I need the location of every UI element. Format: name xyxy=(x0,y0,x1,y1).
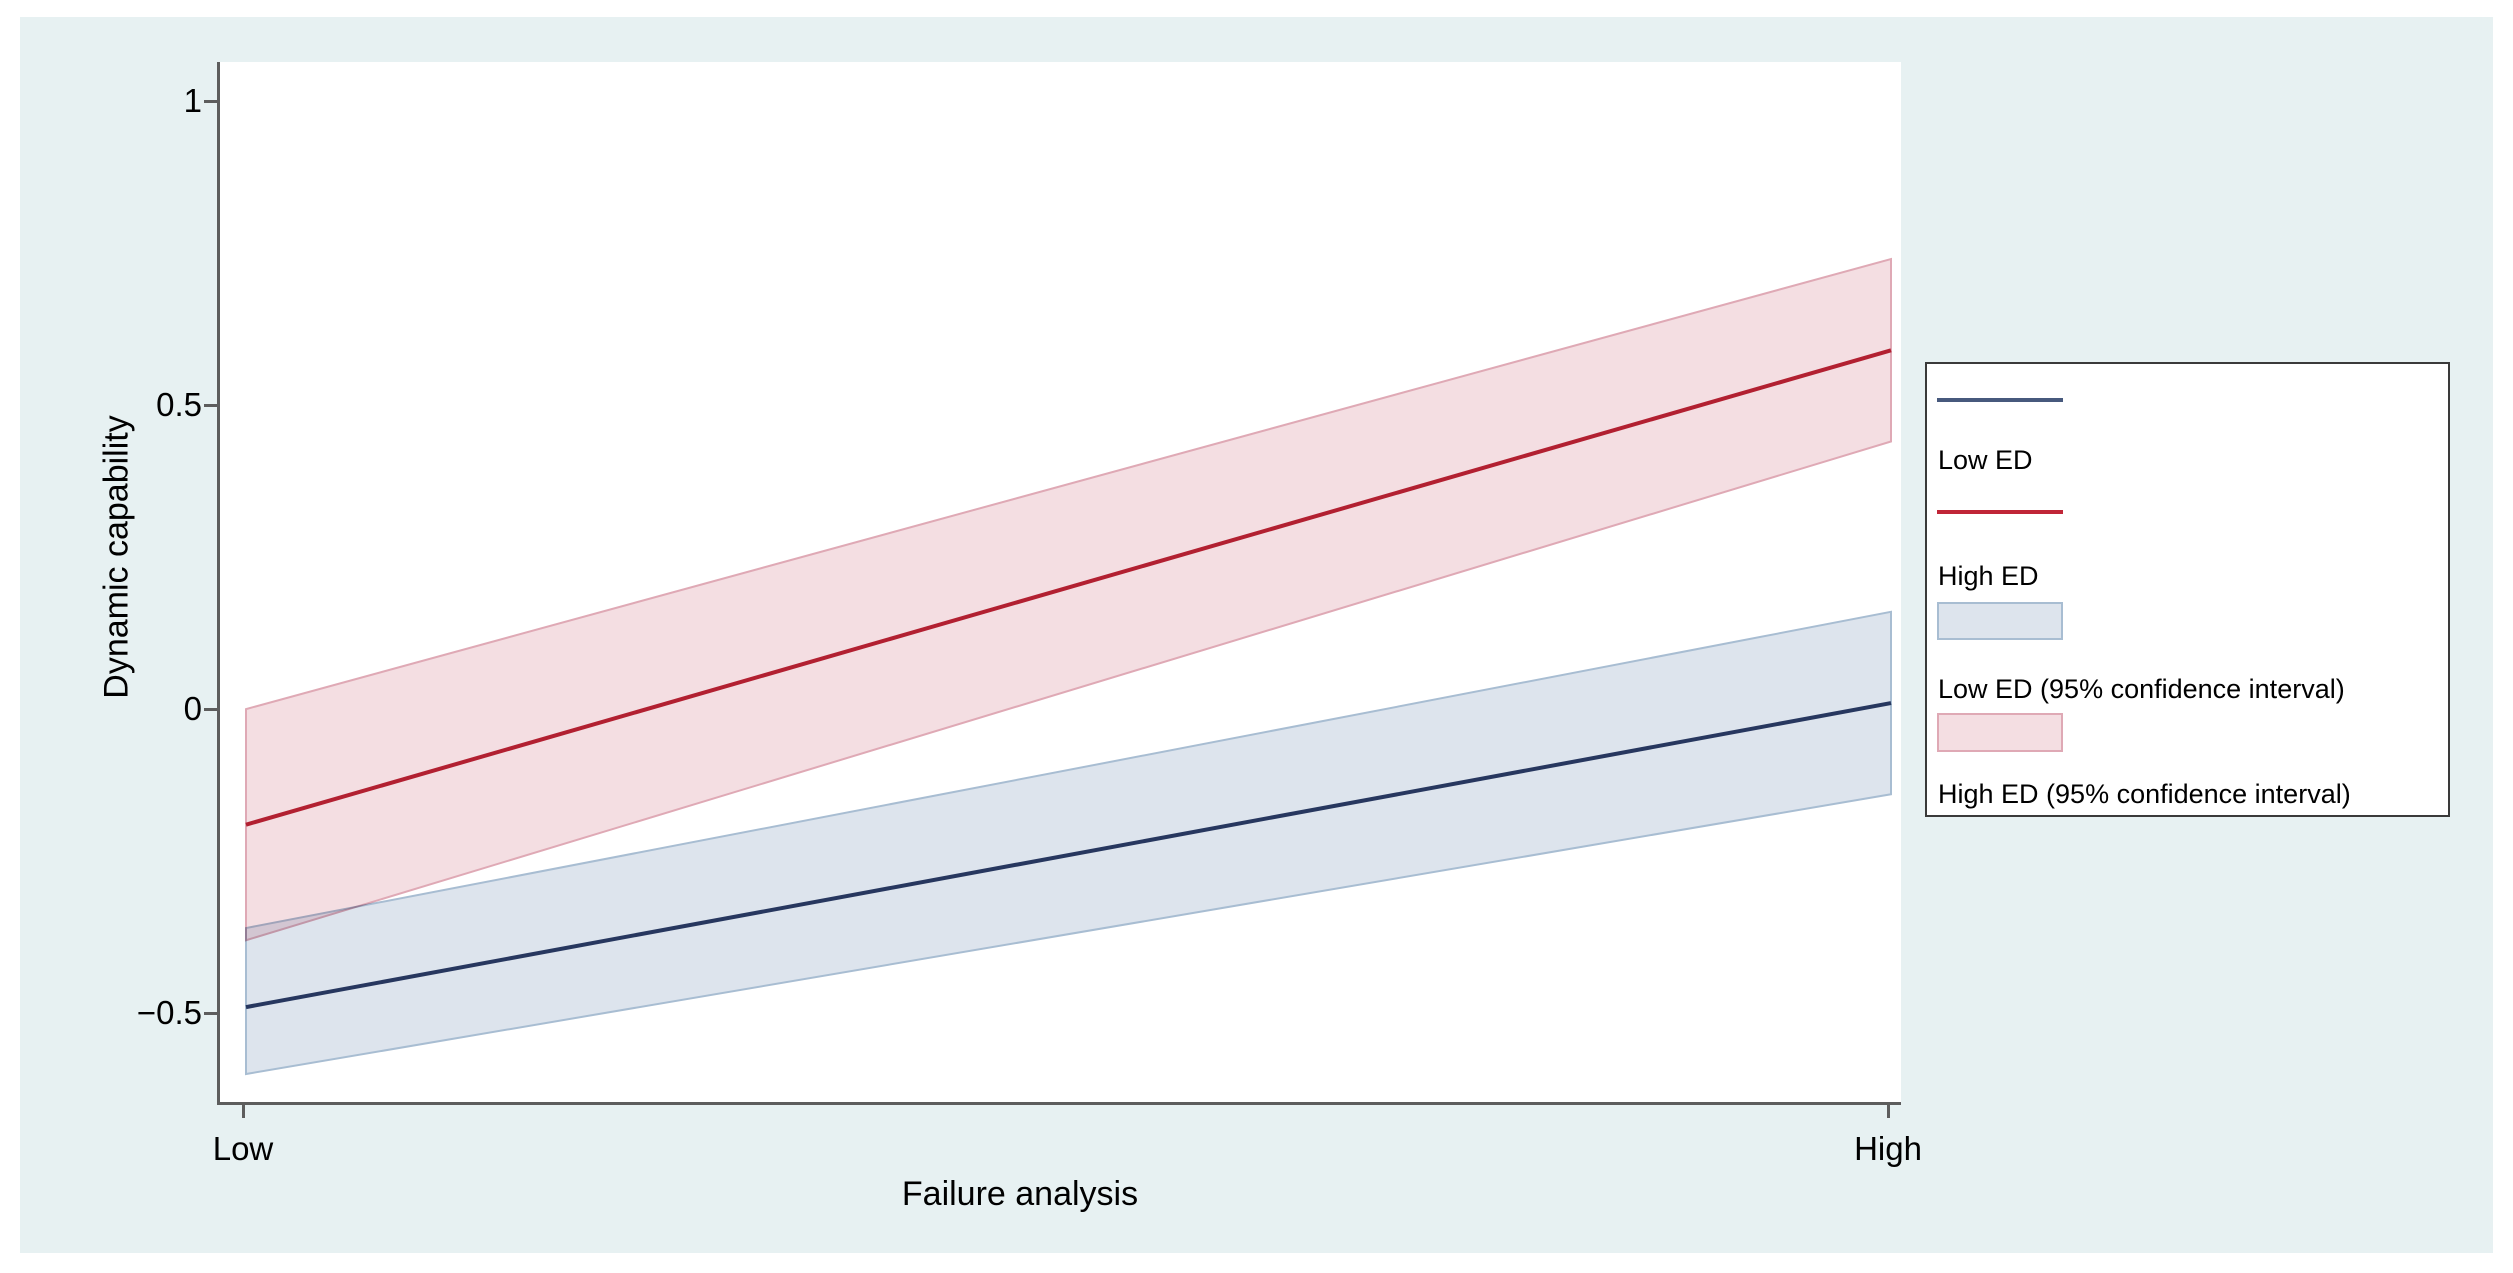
x-axis-tick xyxy=(1887,1105,1890,1118)
y-tick-label: 0.5 xyxy=(156,386,202,424)
x-tick-label: Low xyxy=(212,1130,274,1167)
legend-label-low-ed-ci: Low ED (95% confidence interval) xyxy=(1938,674,2345,704)
plot-svg xyxy=(245,257,1892,1076)
legend-swatch-high-ed-ci xyxy=(1937,713,2063,752)
y-tick-label: 1 xyxy=(183,81,202,119)
y-tick-label: −0.5 xyxy=(136,994,202,1032)
y-axis-tick xyxy=(204,404,217,408)
x-axis-title: Failure analysis xyxy=(901,1175,1139,1213)
legend-label-low-ed: Low ED xyxy=(1938,445,2033,475)
x-tick-label: High xyxy=(1854,1130,1922,1167)
legend-label-high-ed-ci: High ED (95% confidence interval) xyxy=(1938,779,2351,809)
legend-swatch-low-ed-ci xyxy=(1937,602,2063,640)
legend-line-low-ed xyxy=(1937,398,2063,402)
x-axis-tick xyxy=(242,1105,245,1118)
low-ed-line xyxy=(245,701,1892,1010)
low-ed-ci-band xyxy=(245,610,1892,1076)
y-axis-tick xyxy=(204,99,217,103)
y-axis-title: Dynamic capability xyxy=(97,415,136,699)
plot-area xyxy=(217,62,1901,1105)
y-axis-tick xyxy=(204,1012,217,1016)
chart-canvas: 1 0.5 0 −0.5 Low High Dynamic capability Fail… xyxy=(20,17,2493,1253)
legend-line-high-ed xyxy=(1937,510,2063,514)
high-ed-ci-band xyxy=(245,257,1892,942)
high-ed-line xyxy=(245,348,1892,827)
legend-label-high-ed: High ED xyxy=(1938,561,2039,591)
y-tick-label: 0 xyxy=(183,690,202,728)
legend-box: Low ED High ED Low ED (95% confidence in… xyxy=(1925,362,2450,817)
y-axis-tick xyxy=(204,708,217,712)
